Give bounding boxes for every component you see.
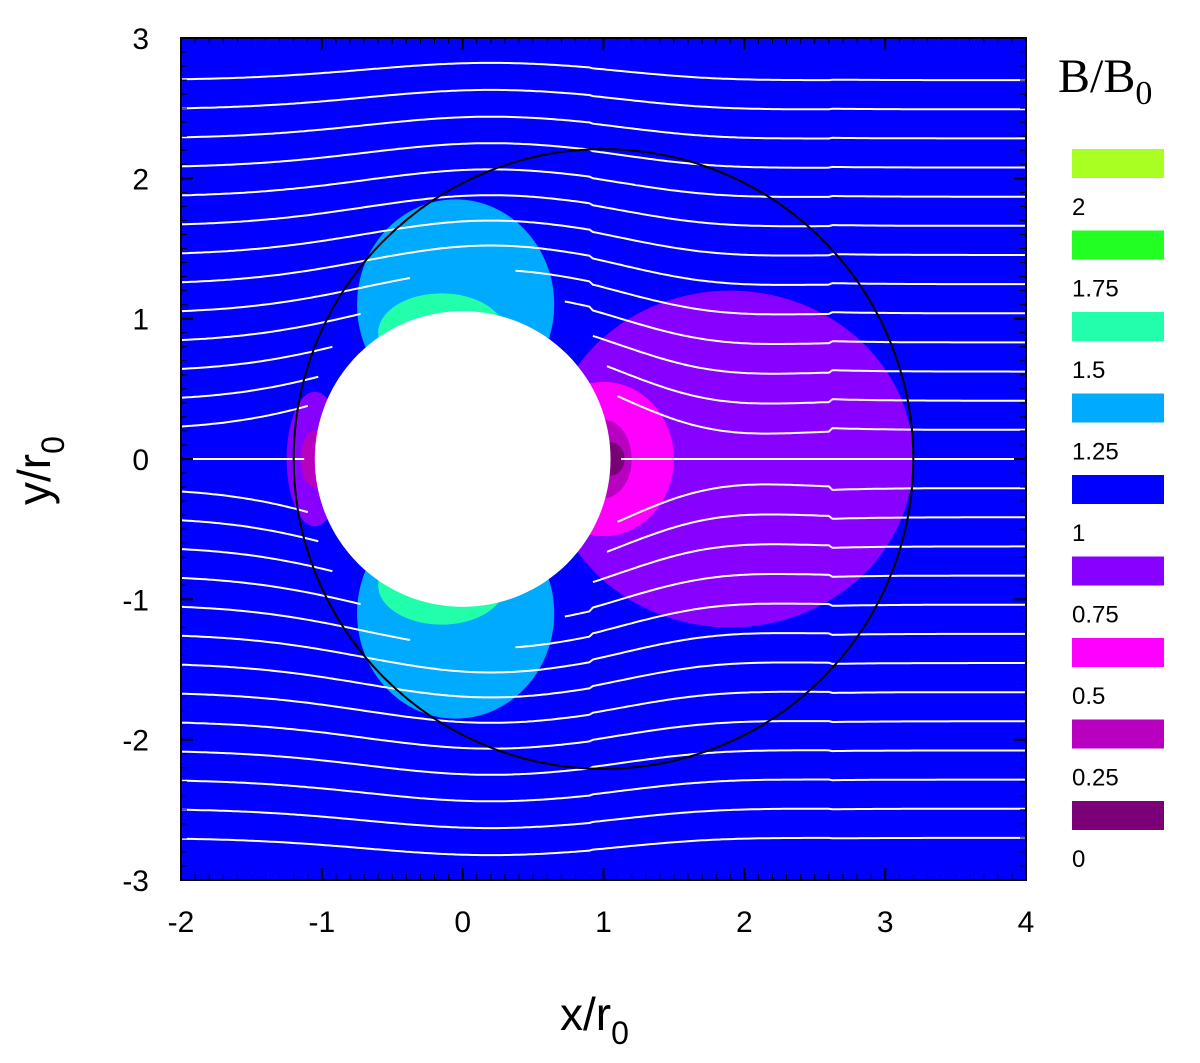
x-tick-label: 2: [736, 906, 753, 939]
field-line: [181, 720, 1026, 750]
legend-label: 0.5: [1072, 683, 1105, 710]
field-line: [181, 142, 1026, 169]
y-tick-label: 1: [132, 304, 149, 337]
legend-label: 1.75: [1072, 276, 1119, 303]
field-line: [181, 115, 1026, 140]
field-line: [181, 168, 1026, 198]
field-line: [181, 395, 1026, 435]
legend-label: 0.75: [1072, 602, 1119, 629]
x-tick-label: 1: [595, 906, 612, 939]
plot-area: [181, 38, 1026, 880]
axis-ticks: [180, 37, 1027, 881]
x-tick-label: 3: [877, 906, 894, 939]
field-line: [181, 88, 1026, 111]
y-tick-label: -3: [122, 865, 149, 898]
field-line: [181, 513, 1026, 553]
legend-swatch: [1072, 393, 1164, 423]
legend-label: 1: [1072, 520, 1085, 547]
field-line: [181, 836, 1026, 857]
legend-swatch: [1072, 475, 1164, 504]
field-line: [181, 61, 1026, 82]
y-tick-label: -1: [122, 584, 149, 617]
field-line: [181, 219, 1026, 257]
y-tick-label: 0: [132, 444, 149, 477]
legend-label: 0: [1072, 846, 1085, 873]
y-axis-title: y/r0: [8, 436, 71, 505]
legend-swatch: [1072, 230, 1164, 260]
legend-swatch: [1072, 801, 1164, 830]
legend-swatch: [1072, 149, 1164, 178]
legend-title: B/B0: [1058, 50, 1152, 112]
boundary-circle: [292, 148, 915, 770]
legend-label: 2: [1072, 194, 1085, 221]
legend-label: 1.25: [1072, 439, 1119, 466]
legend-swatch: [1072, 638, 1164, 667]
field-lines: [181, 61, 1026, 857]
legend-swatch: [1072, 312, 1164, 341]
field-line: [181, 749, 1026, 776]
field-line: [181, 778, 1026, 803]
x-tick-label: -1: [308, 906, 335, 939]
y-tick-label: 3: [132, 23, 149, 56]
x-axis-title: x/r0: [560, 988, 629, 1051]
field-line: [181, 483, 1026, 523]
field-line: [181, 632, 1026, 674]
legend-items: 2 1.75 1.5 1.25 1 0.75 0.5 0.25 0: [1072, 149, 1164, 873]
field-line: [181, 244, 1026, 286]
field-line: [181, 543, 1026, 584]
field-line: [181, 334, 1026, 375]
field-line: [181, 300, 1026, 345]
field-line: [181, 602, 1026, 649]
field-line: [181, 661, 1026, 699]
x-tick-label: -2: [168, 906, 195, 939]
legend-label: 1.5: [1072, 357, 1105, 384]
obstacle-disk: [314, 311, 611, 607]
color-legend: B/B0 2 1.75 1.5 1.25 1 0.75 0.5 0.25 0: [1058, 50, 1164, 873]
x-tick-label: 4: [1018, 906, 1035, 939]
tick-labels: -2 -1 0 1 2 3 4 3 2 1 0 -1 -2 -3: [122, 23, 1034, 939]
field-line: [181, 269, 1026, 316]
x-tick-label: 0: [454, 906, 471, 939]
legend-swatch: [1072, 719, 1164, 749]
y-tick-label: -2: [122, 725, 149, 758]
legend-label: 0.25: [1072, 765, 1119, 792]
field-line: [181, 690, 1026, 724]
field-line: [181, 573, 1026, 618]
field-line: [181, 807, 1026, 830]
field-line: [181, 365, 1026, 405]
y-tick-label: 2: [132, 163, 149, 196]
legend-swatch: [1072, 556, 1164, 586]
field-line: [181, 194, 1026, 228]
